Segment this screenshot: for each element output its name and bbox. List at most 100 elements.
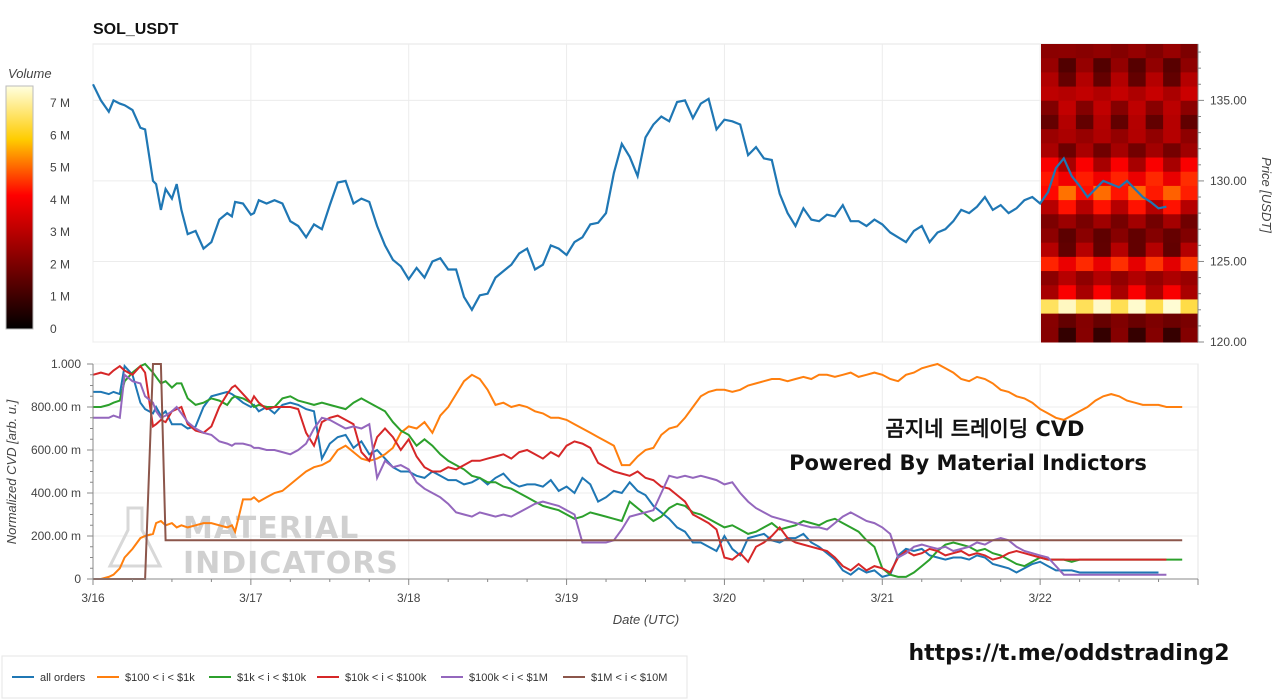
- heatmap-cell: [1163, 299, 1182, 315]
- heatmap-cell: [1128, 200, 1147, 215]
- heatmap-cell: [1180, 285, 1199, 300]
- heatmap-cell: [1180, 44, 1199, 59]
- heatmap-cell: [1075, 58, 1094, 73]
- heatmap-cell: [1145, 327, 1164, 343]
- heatmap-cell: [1110, 143, 1129, 159]
- heatmap-cell: [1093, 72, 1112, 88]
- heatmap-cell: [1093, 44, 1112, 59]
- heatmap-cell: [1058, 271, 1077, 286]
- heatmap-cell: [1128, 256, 1147, 272]
- legend-label: $1k < i < $10k: [237, 672, 307, 684]
- heatmap-cell: [1041, 100, 1059, 116]
- heatmap-cell: [1075, 157, 1094, 173]
- heatmap-cell: [1180, 271, 1199, 286]
- heatmap-cell: [1041, 228, 1059, 244]
- heatmap-cell: [1075, 200, 1094, 215]
- heatmap-cell: [1075, 214, 1094, 229]
- telegram-link[interactable]: https://t.me/oddstrading2: [908, 641, 1229, 666]
- heatmap-cell: [1110, 114, 1129, 130]
- heatmap-cell: [1093, 271, 1112, 286]
- heatmap-cell: [1145, 143, 1164, 159]
- heatmap-cell: [1163, 129, 1182, 144]
- cvd-lines: [92, 362, 1183, 580]
- heatmap-cell: [1075, 228, 1094, 244]
- heatmap-cell: [1093, 114, 1112, 130]
- heatmap-cell: [1110, 299, 1129, 315]
- heatmap-cell: [1145, 157, 1164, 173]
- heatmap-cell: [1041, 214, 1059, 229]
- powered-by-annotation: Powered By Material Indictors: [789, 451, 1147, 475]
- heatmap-cell: [1058, 327, 1077, 343]
- heatmap-cell: [1128, 171, 1147, 187]
- heatmap-cell: [1145, 214, 1164, 229]
- colorbar-tick-label: 1 M: [50, 290, 70, 304]
- cvd-x-axis: 3/16 3/17 3/18 3/19 3/20 3/21 3/22: [81, 578, 1199, 605]
- heatmap-cell: [1110, 58, 1129, 73]
- heatmap-cell: [1075, 114, 1094, 130]
- heatmap-cell: [1093, 129, 1112, 144]
- heatmap-cell: [1128, 143, 1147, 159]
- heatmap-cell: [1128, 72, 1147, 88]
- heatmap-cell: [1058, 214, 1077, 229]
- heatmap-cell: [1128, 157, 1147, 173]
- heatmap-cell: [1093, 256, 1112, 272]
- volume-colorbar: [5, 85, 34, 330]
- legend-label: $10k < i < $100k: [345, 672, 427, 684]
- korean-title-annotation: 곰지네 트레이딩 CVD: [886, 417, 1085, 441]
- heatmap-cell: [1145, 58, 1164, 73]
- heatmap-cell: [1128, 242, 1147, 258]
- heatmap-cell: [1110, 285, 1129, 300]
- heatmap-cell: [1058, 228, 1077, 244]
- heatmap-cell: [1180, 242, 1199, 258]
- heatmap-cell: [1093, 228, 1112, 244]
- heatmap-cell: [1075, 86, 1094, 102]
- heatmap-cell: [1110, 185, 1129, 201]
- heatmap-cell: [1180, 327, 1199, 343]
- heatmap-cell: [1145, 114, 1164, 130]
- heatmap-cell: [1128, 44, 1147, 59]
- heatmap-cell: [1128, 114, 1147, 130]
- heatmap-cell: [1075, 313, 1094, 329]
- heatmap-cell: [1128, 129, 1147, 144]
- heatmap-cell: [1041, 285, 1059, 300]
- heatmap-cell: [1145, 129, 1164, 144]
- heatmap-cell: [1163, 100, 1182, 116]
- heatmap-cell: [1093, 327, 1112, 343]
- heatmap-cell: [1128, 214, 1147, 229]
- heatmap-cell: [1180, 256, 1199, 272]
- heatmap-cell: [1163, 171, 1182, 187]
- heatmap-cell: [1163, 313, 1182, 329]
- heatmap-cell: [1041, 129, 1059, 144]
- cvd-series-line: [93, 363, 1159, 579]
- heatmap-cell: [1093, 86, 1112, 102]
- heatmap-cell: [1093, 143, 1112, 159]
- colorbar-tick-label: 0: [50, 322, 57, 336]
- heatmap-cell: [1145, 86, 1164, 102]
- price-axis-title: Price [USDT]: [1259, 157, 1274, 233]
- heatmap-cell: [1110, 72, 1129, 88]
- cvd-y-axis: 0 200.00 m 400.00 m 600.00 m 800.00 m 1.000: [31, 357, 94, 586]
- cvd-series-line: [93, 362, 1183, 578]
- colorbar-tick-label: 5 M: [50, 161, 70, 175]
- heatmap-cell: [1075, 299, 1094, 315]
- heatmap-cell: [1163, 256, 1182, 272]
- heatmap-cell: [1128, 271, 1147, 286]
- cvd-y-tick-label: 1.000: [51, 357, 81, 371]
- heatmap-cell: [1110, 200, 1129, 215]
- heatmap-cell: [1041, 157, 1059, 173]
- heatmap-cell: [1041, 143, 1059, 159]
- heatmap-cell: [1163, 242, 1182, 258]
- heatmap-cell: [1180, 114, 1199, 130]
- heatmap-cell: [1075, 242, 1094, 258]
- heatmap-cell: [1093, 100, 1112, 116]
- watermark-line-2: INDICATORS: [183, 546, 399, 581]
- heatmap-cell: [1058, 100, 1077, 116]
- heatmap-cell: [1058, 58, 1077, 73]
- heatmap-cell: [1145, 313, 1164, 329]
- price-tick-label: 135.00: [1210, 93, 1247, 107]
- heatmap-cell: [1180, 129, 1199, 144]
- heatmap-cell: [1128, 313, 1147, 329]
- price-chart-title: SOL_USDT: [93, 21, 179, 38]
- heatmap-cell: [1041, 114, 1059, 130]
